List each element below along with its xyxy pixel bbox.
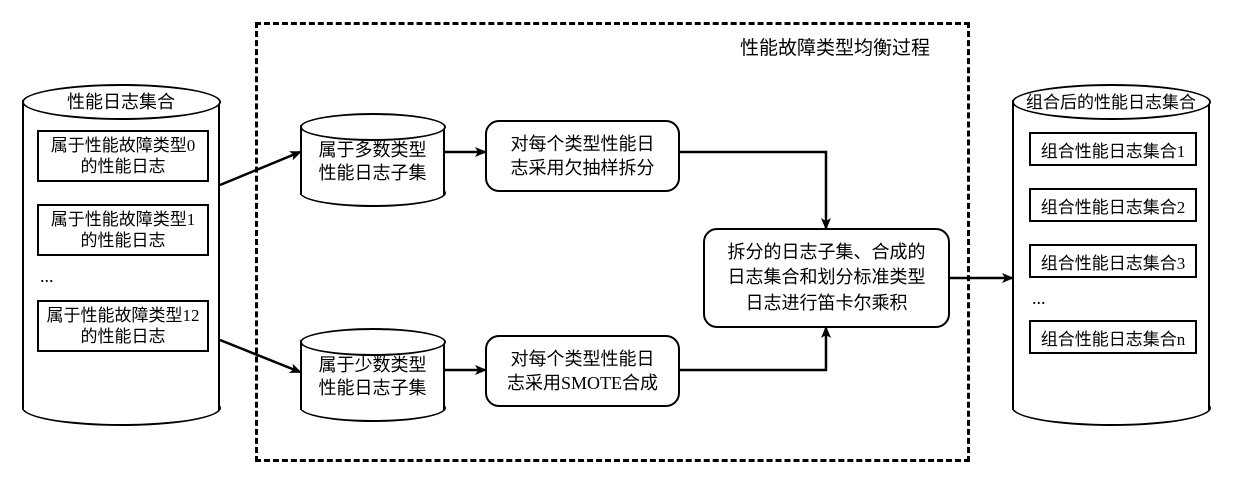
left-db-item-text: 属于性能故障类型0 的性能日志	[51, 135, 196, 178]
left-db-cylinder: 性能日志集合 属于性能故障类型0 的性能日志 属于性能故障类型1 的性能日志 .…	[22, 100, 220, 410]
proc-undersample-text: 对每个类型性能日 志采用欠抽样拆分	[511, 132, 655, 181]
right-db-item: 组合性能日志集合1	[1029, 132, 1197, 166]
right-db-item-text: 组合性能日志集合n	[1041, 325, 1186, 350]
right-db-item: 组合性能日志集合n	[1029, 320, 1197, 354]
ellipsis: ...	[1032, 288, 1046, 309]
mid-top-db-cylinder: 属于多数类型 性能日志子集	[300, 125, 445, 195]
left-db-item: 属于性能故障类型1 的性能日志	[37, 204, 209, 256]
right-db-item: 组合性能日志集合3	[1029, 244, 1197, 278]
flowchart-diagram: 性能故障类型均衡过程 性能日志集合 属于性能故障类型0 的性能日志 属于性能故障…	[0, 0, 1240, 502]
right-db-item-text: 组合性能日志集合1	[1041, 137, 1186, 162]
proc-cartesian-text: 拆分的日志子集、合成的 日志集合和划分标准类型 日志进行笛卡尔乘积	[728, 240, 926, 316]
mid-top-db-text: 属于多数类型 性能日志子集	[302, 139, 443, 186]
left-db-title: 性能日志集合	[24, 88, 218, 114]
left-db-item-text: 属于性能故障类型1 的性能日志	[51, 209, 196, 252]
proc-smote: 对每个类型性能日 志采用SMOTE合成	[485, 335, 680, 407]
proc-cartesian: 拆分的日志子集、合成的 日志集合和划分标准类型 日志进行笛卡尔乘积	[703, 228, 950, 328]
right-db-item-text: 组合性能日志集合2	[1041, 193, 1186, 218]
left-db-item: 属于性能故障类型0 的性能日志	[37, 130, 209, 182]
left-db-item-text: 属于性能故障类型12 的性能日志	[47, 305, 200, 348]
mid-bot-db-text: 属于少数类型 性能日志子集	[302, 354, 443, 401]
dashed-region-title: 性能故障类型均衡过程	[740, 33, 930, 60]
left-db-item: 属于性能故障类型12 的性能日志	[37, 300, 209, 352]
right-db-title: 组合后的性能日志集合	[1014, 88, 1208, 113]
proc-undersample: 对每个类型性能日 志采用欠抽样拆分	[485, 120, 680, 192]
mid-bot-db-cylinder: 属于少数类型 性能日志子集	[300, 340, 445, 410]
proc-smote-text: 对每个类型性能日 志采用SMOTE合成	[507, 347, 658, 396]
right-db-item-text: 组合性能日志集合3	[1041, 249, 1186, 274]
right-db-cylinder: 组合后的性能日志集合 组合性能日志集合1 组合性能日志集合2 组合性能日志集合3…	[1012, 100, 1210, 410]
ellipsis: ...	[40, 266, 54, 287]
right-db-item: 组合性能日志集合2	[1029, 188, 1197, 222]
